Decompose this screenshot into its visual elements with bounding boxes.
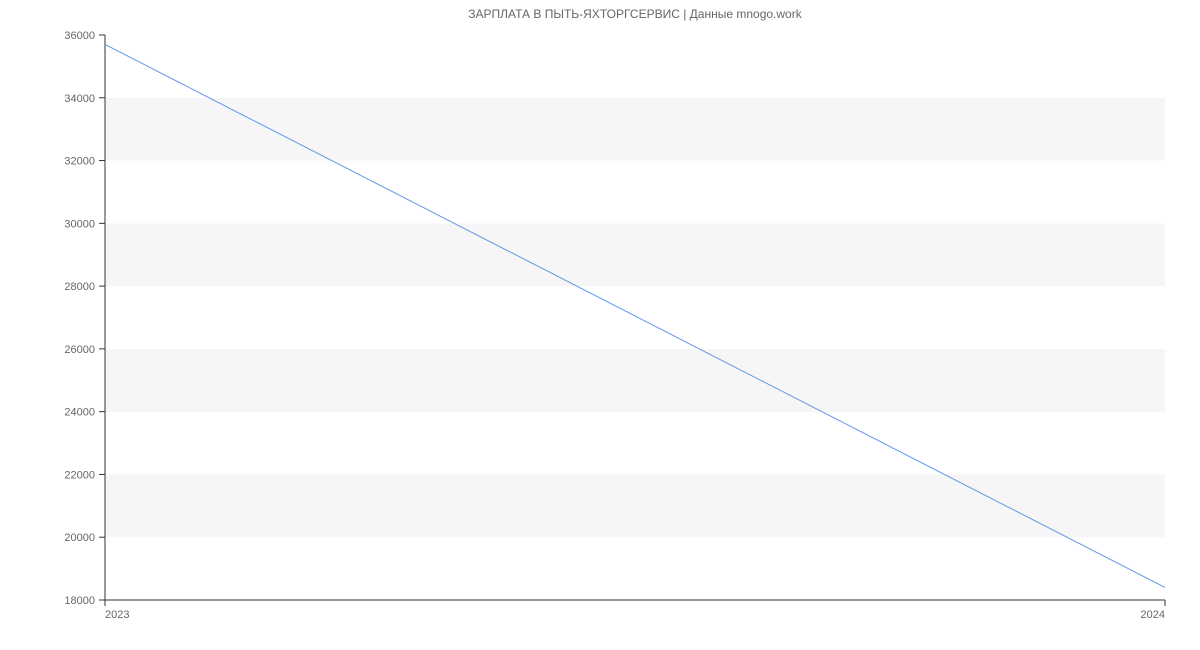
svg-text:2024: 2024 xyxy=(1141,609,1165,621)
svg-text:2023: 2023 xyxy=(105,609,129,621)
svg-text:36000: 36000 xyxy=(64,30,95,42)
svg-text:20000: 20000 xyxy=(64,532,95,544)
svg-text:34000: 34000 xyxy=(64,93,95,105)
chart-svg: 18000 20000 22000 24000 26000 28000 30000 32000… xyxy=(0,0,1200,650)
svg-text:18000: 18000 xyxy=(64,595,95,607)
svg-text:22000: 22000 xyxy=(64,469,95,481)
svg-text:24000: 24000 xyxy=(64,407,95,419)
svg-text:30000: 30000 xyxy=(64,218,95,230)
svg-text:26000: 26000 xyxy=(64,344,95,356)
salary-line-chart: 18000 20000 22000 24000 26000 28000 30000 32000… xyxy=(0,0,1200,650)
svg-text:28000: 28000 xyxy=(64,281,95,293)
svg-text:32000: 32000 xyxy=(64,156,95,168)
svg-text:ЗАРПЛАТА В ПЫТЬ-ЯХТОРГСЕРВИС: ЗАРПЛАТА В ПЫТЬ-ЯХТОРГСЕРВИС | Данные mn… xyxy=(468,7,802,21)
